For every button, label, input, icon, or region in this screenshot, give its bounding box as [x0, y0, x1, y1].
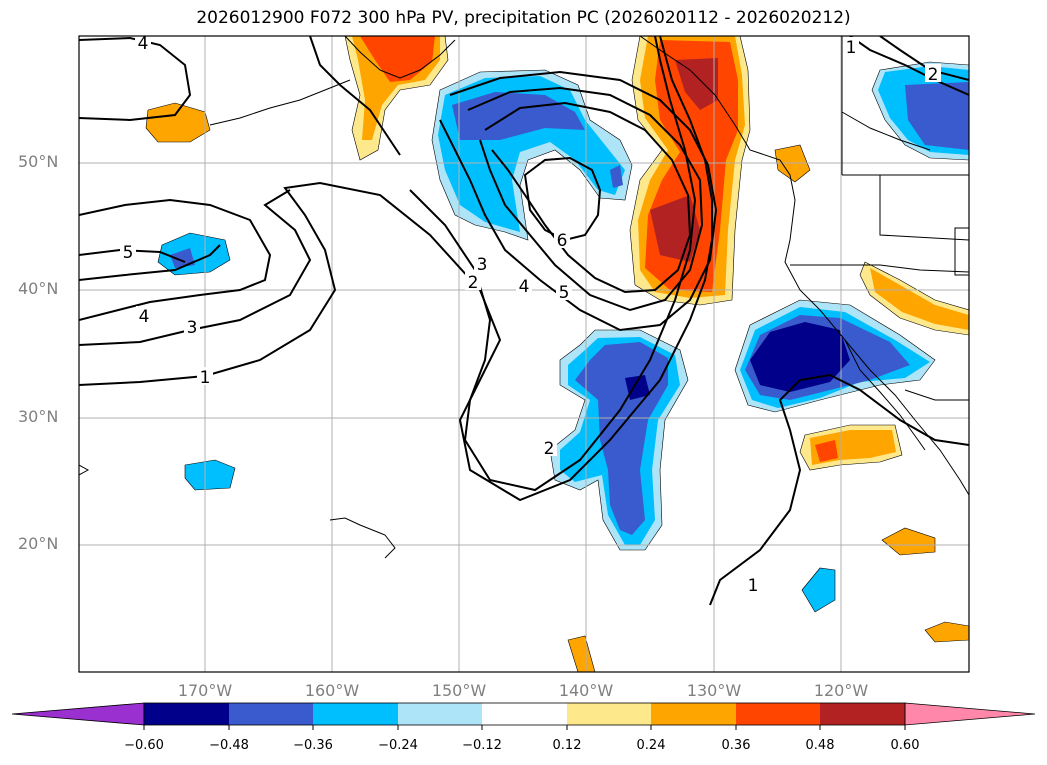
- pv-contour-6: [523, 156, 602, 242]
- contour-label: 4: [138, 34, 149, 54]
- contour-label: 5: [123, 243, 134, 263]
- pv-contour-1-east: [709, 373, 969, 606]
- pv-contours: [79, 36, 969, 606]
- coast-north-america: [639, 36, 969, 496]
- colorbar-tick-label: −0.48: [209, 738, 249, 753]
- colorbar-tick-label: 0.36: [721, 738, 751, 753]
- contour-label: 1: [748, 576, 759, 596]
- colorbar-segment: [651, 703, 736, 725]
- colorbar-right-arrow: [904, 702, 1036, 726]
- colorbar-segment: [398, 703, 482, 725]
- contour-label: 1: [200, 368, 211, 388]
- contour-label: 5: [559, 283, 570, 303]
- map-title: 2026012900 F072 300 hPa PV, precipitatio…: [196, 8, 851, 28]
- contour-label: 3: [187, 318, 198, 338]
- lat-label-20n: 20°N: [18, 534, 59, 553]
- coast-alaska: [344, 36, 456, 79]
- colorbar: [11, 702, 1036, 730]
- colorbar-segment: [567, 703, 651, 725]
- pv-contour-3-ridge: [439, 70, 718, 332]
- pv-contour-1-west: [79, 198, 272, 321]
- contour-labels: 4 5 4 3 1 3 2 4 5 6 2 1 1 2: [123, 34, 939, 596]
- contour-label: 6: [557, 231, 568, 251]
- lon-label-120w: 120°W: [813, 681, 869, 700]
- lon-label-150w: 150°W: [431, 681, 487, 700]
- colorbar-tick-label: 0.24: [636, 738, 666, 753]
- colorbar-tick-label: −0.24: [378, 738, 418, 753]
- contour-label: 4: [519, 277, 530, 297]
- lon-label-160w: 160°W: [304, 681, 360, 700]
- pv-contour-5-ridge: [484, 101, 692, 294]
- colorbar-tick-label: −0.12: [462, 738, 502, 753]
- colorbar-left-arrow: [11, 702, 145, 726]
- pv-contour-1-outer: [79, 36, 713, 502]
- contour-label: 3: [477, 255, 488, 275]
- contour-label: 1: [846, 38, 857, 58]
- colorbar-segment: [820, 703, 905, 725]
- lat-label-50n: 50°N: [18, 152, 59, 171]
- colorbar-segment: [736, 703, 820, 725]
- colorbar-segment: [313, 703, 398, 725]
- colorbar-segment: [229, 703, 313, 725]
- pv-contour-3: [79, 189, 312, 346]
- contour-label: 2: [468, 273, 479, 293]
- colorbar-segment: [144, 703, 229, 725]
- colorbar-tick-label: 0.60: [890, 738, 920, 753]
- map-frame: [78, 35, 970, 673]
- coast-baja: [844, 339, 926, 451]
- lon-label-170w: 170°W: [177, 681, 233, 700]
- colorbar-tick-label: 0.48: [805, 738, 835, 753]
- gridlines: [79, 36, 969, 672]
- contour-label: 2: [544, 439, 555, 459]
- lon-label-130w: 130°W: [686, 681, 742, 700]
- lat-label-40n: 40°N: [18, 279, 59, 298]
- lat-label-30n: 30°N: [18, 407, 59, 426]
- precip-positive-small: [145, 102, 211, 143]
- pv-contour-3-north: [79, 244, 221, 281]
- contour-label: 2: [928, 65, 939, 85]
- lon-label-140w: 140°W: [558, 681, 614, 700]
- colorbar-tick-label: −0.60: [124, 738, 164, 753]
- pv-contour-4-ridge: [467, 86, 704, 312]
- colorbar-tick-label: 0.12: [552, 738, 582, 753]
- contour-label: 4: [139, 307, 150, 327]
- colorbar-tick-label: −0.36: [293, 738, 333, 753]
- pv-contour-2: [409, 36, 697, 492]
- colorbar-segment: [482, 703, 567, 725]
- coastlines: [79, 36, 969, 559]
